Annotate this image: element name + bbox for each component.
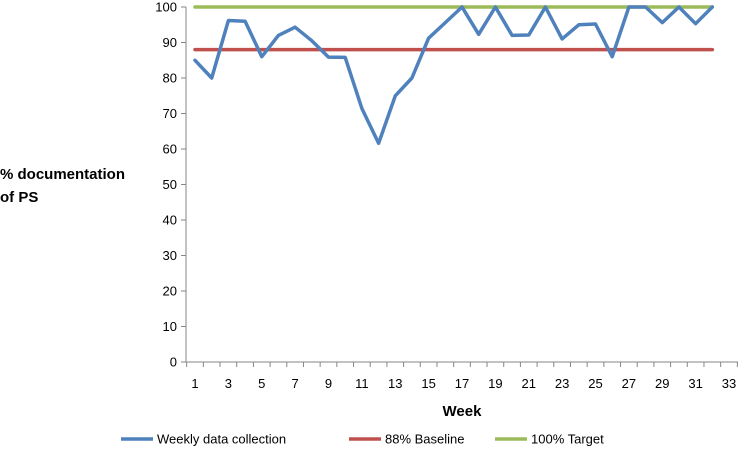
legend-label-100-target: 100% Target	[531, 432, 604, 447]
x-tick-label: 15	[421, 376, 435, 391]
x-axis-title: Week	[443, 403, 483, 420]
x-tick-label: 21	[522, 376, 536, 391]
x-tick-label: 27	[622, 376, 636, 391]
y-tick-label: 0	[170, 355, 177, 370]
x-tick-label: 13	[388, 376, 402, 391]
y-tick-label: 50	[163, 177, 177, 192]
y-tick-label: 100	[155, 0, 177, 15]
x-tick-label: 9	[325, 376, 332, 391]
y-tick-label: 60	[163, 142, 177, 157]
y-tick-label: 40	[163, 213, 177, 228]
y-axis-title-line-2: of PS	[0, 189, 38, 206]
series-lines	[193, 5, 715, 146]
y-tick-label: 10	[163, 319, 177, 334]
x-tick-label: 7	[292, 376, 299, 391]
series-line-weekly-data-collection	[193, 5, 715, 146]
y-axis-title-line-1: % documentation	[0, 166, 125, 183]
y-tick-label: 30	[163, 248, 177, 263]
x-tick-label: 29	[655, 376, 669, 391]
x-tick-label: 3	[225, 376, 232, 391]
x-tick-label: 19	[488, 376, 502, 391]
y-tick-label: 90	[163, 35, 177, 50]
x-tick-label: 17	[455, 376, 469, 391]
y-tick-label: 20	[163, 284, 177, 299]
x-tick-label: 31	[688, 376, 702, 391]
x-tick-label: 5	[258, 376, 265, 391]
x-tick-label: 33	[722, 376, 736, 391]
legend: Weekly data collection 88% Baseline 100% T…	[121, 432, 604, 447]
x-tick-label: 1	[191, 376, 198, 391]
legend-label-88-baseline: 88% Baseline	[385, 432, 465, 447]
y-tick-label: 70	[163, 106, 177, 121]
y-tick-label: 80	[163, 71, 177, 86]
axis-labels: % documentation of PS Week	[0, 166, 482, 420]
legend-label-weekly-data-collection: Weekly data collection	[157, 432, 286, 447]
x-tick-label: 23	[555, 376, 569, 391]
x-tick-label: 25	[588, 376, 602, 391]
x-tick-label: 11	[355, 376, 369, 391]
